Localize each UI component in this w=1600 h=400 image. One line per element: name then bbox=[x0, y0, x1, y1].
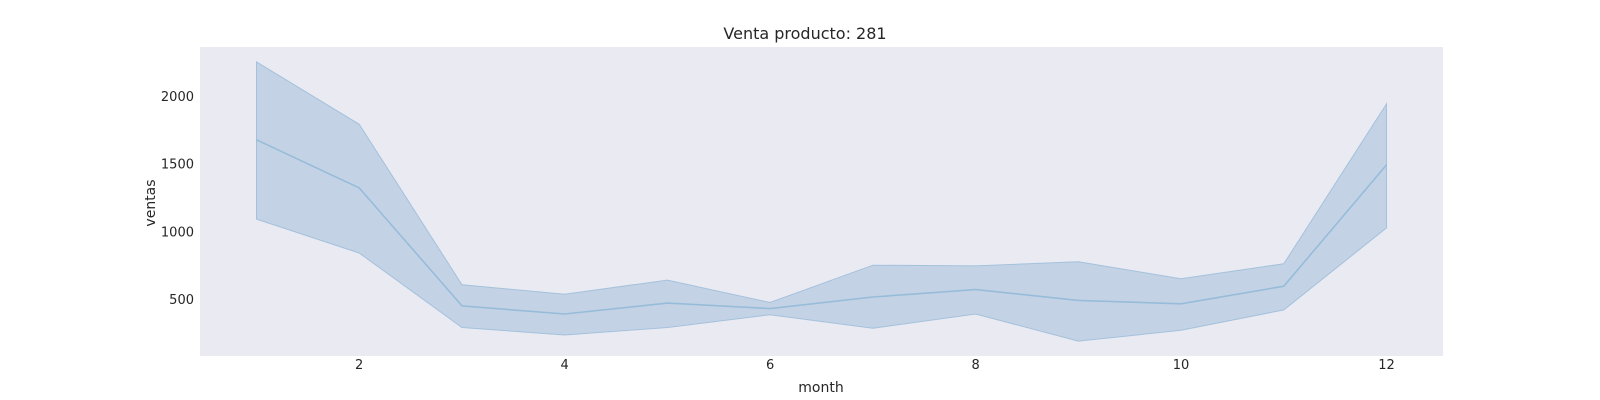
x-axis-title: month bbox=[798, 380, 843, 396]
y-axis-ticks: 500 1000 1500 2000 bbox=[161, 90, 194, 308]
x-tick-label: 10 bbox=[1173, 358, 1190, 373]
mean-line-layer bbox=[256, 139, 1388, 315]
x-tick-label: 2 bbox=[355, 358, 363, 373]
confidence-band bbox=[256, 61, 1387, 342]
x-tick-label: 4 bbox=[561, 358, 569, 373]
chart-title: Venta producto: 281 bbox=[723, 24, 886, 43]
x-tick-label: 12 bbox=[1378, 358, 1395, 373]
mean-line bbox=[256, 139, 1388, 315]
y-axis-title: ventas bbox=[143, 179, 159, 226]
y-tick-label: 2000 bbox=[161, 90, 194, 105]
y-tick-label: 500 bbox=[169, 293, 194, 308]
x-tick-label: 8 bbox=[971, 358, 979, 373]
y-tick-label: 1500 bbox=[161, 158, 194, 173]
x-tick-label: 6 bbox=[766, 358, 774, 373]
y-tick-label: 1000 bbox=[161, 225, 194, 240]
confidence-band-layer bbox=[256, 61, 1387, 342]
x-axis-ticks: 2 4 6 8 10 12 bbox=[355, 358, 1395, 373]
